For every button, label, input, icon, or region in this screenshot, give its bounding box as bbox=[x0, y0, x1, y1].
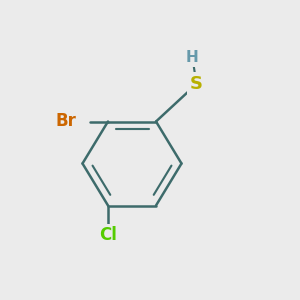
Text: S: S bbox=[190, 75, 203, 93]
Text: Cl: Cl bbox=[99, 226, 117, 244]
Text: H: H bbox=[186, 50, 198, 64]
Text: Br: Br bbox=[56, 112, 76, 130]
